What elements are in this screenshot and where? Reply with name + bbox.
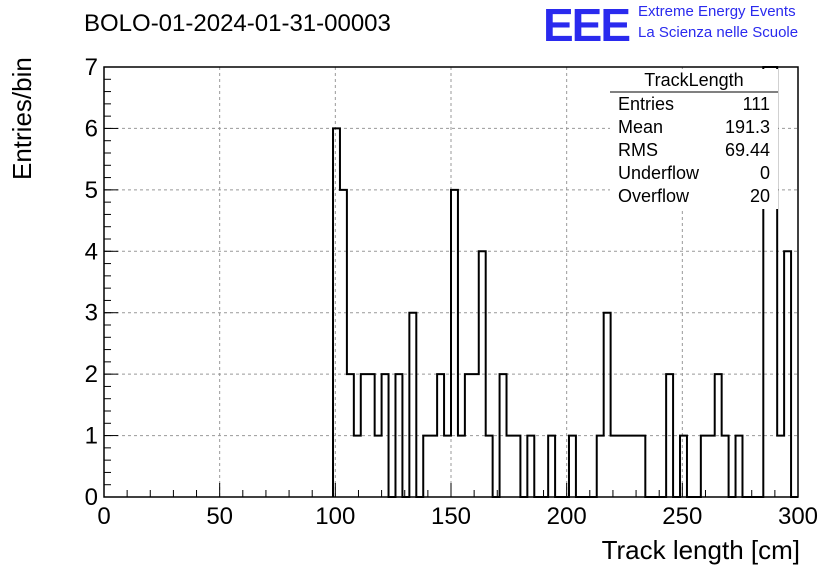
y-tick-label: 0 [85, 484, 98, 511]
stat-value: 191.3 [725, 117, 770, 137]
y-tick-label: 7 [85, 54, 98, 81]
stat-value: 111 [743, 94, 770, 114]
stat-label: Mean [618, 117, 663, 137]
x-tick-label: 200 [547, 503, 587, 530]
x-axis-label: Track length [cm] [602, 535, 800, 565]
axis-ticks [103, 66, 799, 498]
stats-rows: Entries 111 Mean 191.3 RMS 69.44 Underflow 0 Ove… [618, 94, 770, 206]
y-tick-label: 5 [85, 177, 98, 204]
x-tick-label: 100 [315, 503, 355, 530]
y-tick-label: 3 [85, 300, 98, 327]
stats-title: TrackLength [644, 70, 743, 90]
x-tick-label: 300 [778, 503, 818, 530]
x-tick-label: 0 [97, 503, 110, 530]
y-axis-label: Entries/bin [7, 57, 37, 180]
y-tick-label: 1 [85, 423, 98, 450]
stats-box: TrackLength Entries 111 Mean 191.3 RMS 69.44 U… [610, 69, 778, 209]
brand-line-1: Extreme Energy Events [638, 3, 796, 20]
stat-value: 20 [750, 186, 770, 206]
y-tick-label: 4 [85, 238, 98, 265]
brand-line-2: La Scienza nelle Scuole [638, 24, 799, 41]
x-tick-label: 250 [662, 503, 702, 530]
eee-logo: EEE [543, 0, 631, 51]
histogram-outline [332, 66, 798, 498]
y-tick-label: 2 [85, 361, 98, 388]
x-tick-labels: 0 50 100 150 200 250 300 [97, 503, 818, 530]
stat-label: Overflow [618, 186, 690, 206]
y-tick-labels: 0 1 2 3 4 5 6 7 [85, 54, 98, 511]
x-tick-label: 150 [431, 503, 471, 530]
stat-label: Underflow [618, 163, 700, 183]
stat-label: Entries [618, 94, 674, 114]
y-tick-label: 6 [85, 115, 98, 142]
stat-value: 0 [760, 163, 770, 183]
chart-title: BOLO-01-2024-01-31-00003 [84, 10, 391, 37]
stat-value: 69.44 [725, 140, 770, 160]
x-tick-label: 50 [206, 503, 233, 530]
stat-label: RMS [618, 140, 658, 160]
